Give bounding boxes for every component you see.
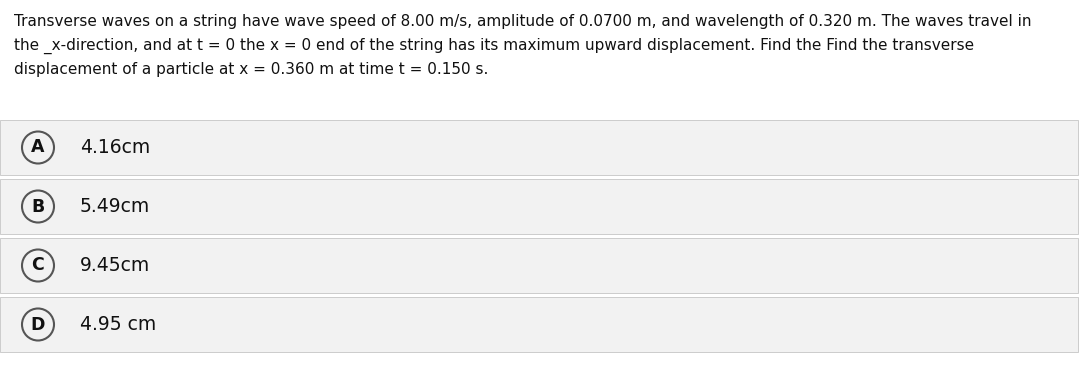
Text: D: D <box>30 315 46 334</box>
Text: 5.49cm: 5.49cm <box>81 197 150 216</box>
FancyBboxPatch shape <box>0 179 1078 234</box>
Text: the _x-direction, and at t = 0 the x = 0 end of the string has its maximum upwar: the _x-direction, and at t = 0 the x = 0… <box>14 38 974 54</box>
Text: A: A <box>32 139 45 156</box>
FancyBboxPatch shape <box>0 297 1078 352</box>
Text: displacement of a particle at x = 0.360 m at time t = 0.150 s.: displacement of a particle at x = 0.360 … <box>14 62 489 77</box>
Text: 9.45cm: 9.45cm <box>81 256 150 275</box>
Text: C: C <box>32 257 45 274</box>
Text: Transverse waves on a string have wave speed of 8.00 m/s, amplitude of 0.0700 m,: Transverse waves on a string have wave s… <box>14 14 1031 29</box>
FancyBboxPatch shape <box>0 120 1078 175</box>
Text: B: B <box>32 197 45 216</box>
Text: 4.95 cm: 4.95 cm <box>81 315 157 334</box>
Text: 4.16cm: 4.16cm <box>81 138 150 157</box>
FancyBboxPatch shape <box>0 238 1078 293</box>
